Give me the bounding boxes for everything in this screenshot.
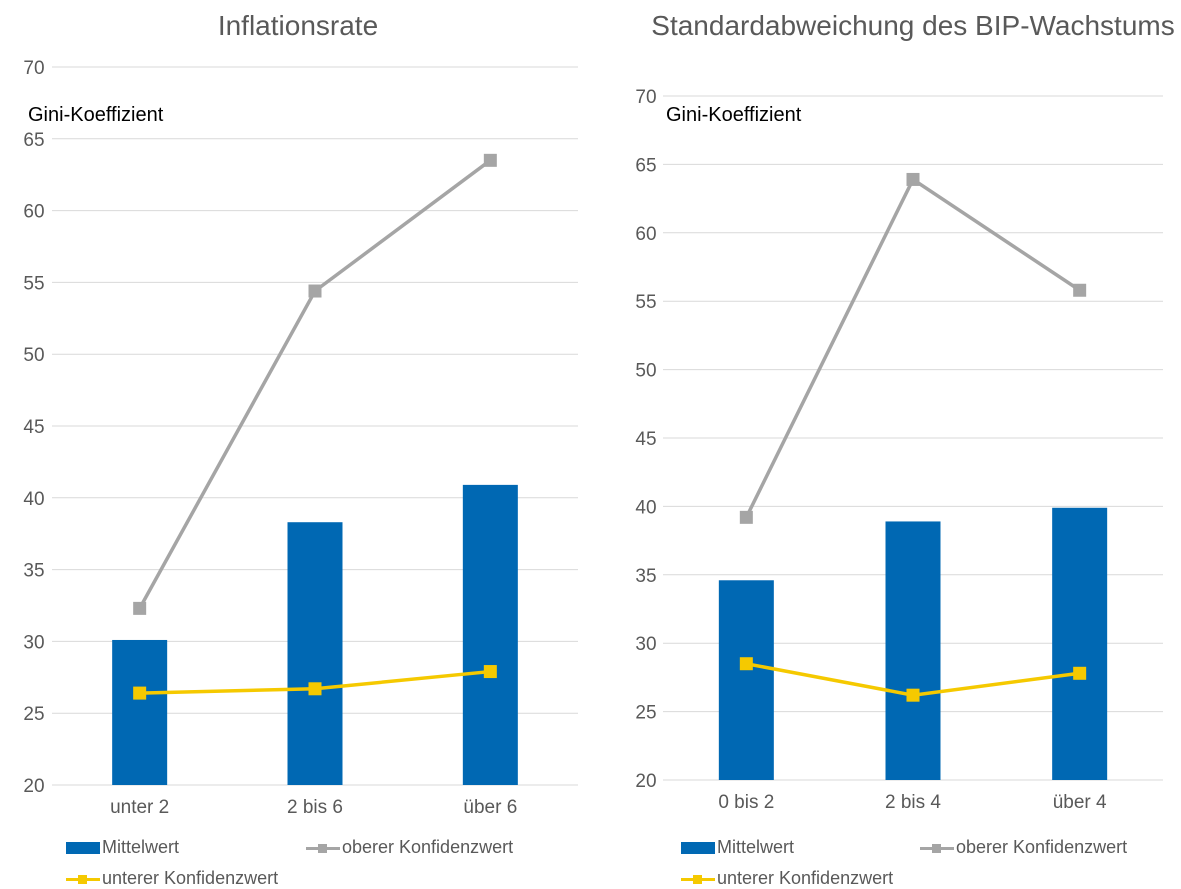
plot-area: 20 25 30 35 40 45 50 55 60 65 70 unter 2 2 bis 6 über… — [23, 58, 578, 818]
upper-confidence-point — [133, 601, 147, 615]
x-tick-label: unter 2 — [110, 797, 169, 818]
chart-panel-inflation: Inflationsrate Gini-Koeffizient 20 25 30 35… — [0, 0, 590, 888]
x-tick-label: 0 bis 2 — [718, 792, 774, 813]
lower-confidence-point — [483, 665, 497, 679]
bar — [112, 639, 168, 785]
upper-confidence-line — [744, 176, 1081, 519]
y-tick-label: 45 — [23, 417, 44, 438]
y-tick-label: 45 — [635, 429, 656, 450]
y-tick-label: 35 — [635, 566, 656, 587]
lower-confidence-point — [906, 688, 920, 702]
legend-item-mean: Mittelwert — [681, 836, 794, 858]
x-tick-label: über 6 — [463, 797, 517, 818]
legend-item-lower: unterer Konfidenzwert — [66, 867, 278, 889]
y-tick-label: 60 — [23, 202, 44, 223]
y-tick-label: 20 — [635, 771, 656, 792]
lower-confidence-point — [308, 682, 322, 696]
y-tick-label: 65 — [635, 155, 656, 176]
bar — [718, 580, 774, 780]
y-tick-label: 50 — [635, 361, 656, 382]
y-tick-label: 70 — [23, 58, 44, 79]
upper-confidence-point — [483, 153, 497, 167]
y-tick-label: 25 — [635, 703, 656, 724]
legend-swatch-upper — [920, 843, 954, 853]
x-tick-label: über 4 — [1053, 792, 1107, 813]
bar — [462, 484, 518, 785]
x-tick-label: 2 bis 4 — [885, 792, 941, 813]
chart-title: Standardabweichung des BIP-Wachstums — [651, 10, 1175, 41]
y-tick-label: 30 — [23, 632, 44, 653]
legend-swatch-mean — [66, 842, 100, 855]
lower-confidence-point — [1073, 666, 1087, 680]
y-tick-label: 70 — [635, 87, 656, 108]
y-tick-label: 35 — [23, 561, 44, 582]
y-tick-label: 55 — [635, 292, 656, 313]
legend-label-mean: Mittelwert — [717, 837, 795, 857]
chart-panel-gdp-growth-sd: Standardabweichung des BIP-Wachstums Gin… — [590, 0, 1181, 888]
legend-swatch-upper — [306, 843, 340, 853]
y-tick-label: 20 — [23, 776, 44, 797]
legend-swatch-lower — [681, 874, 715, 884]
legend-item-lower: unterer Konfidenzwert — [681, 867, 893, 889]
legend-label-upper: oberer Konfidenzwert — [342, 837, 514, 857]
upper-confidence-point — [906, 172, 920, 186]
chart-title: Inflationsrate — [217, 10, 379, 41]
y-tick-label: 50 — [23, 345, 44, 366]
y-tick-label: 55 — [23, 273, 44, 294]
y-tick-label: 25 — [23, 704, 44, 725]
y-tick-label: 60 — [635, 224, 656, 245]
legend-label-mean: Mittelwert — [102, 837, 180, 857]
legend-item-upper: oberer Konfidenzwert — [306, 836, 513, 858]
lower-confidence-point — [739, 657, 753, 671]
y-tick-label: 65 — [23, 130, 44, 151]
lower-confidence-point — [133, 686, 147, 700]
upper-confidence-point — [308, 284, 322, 298]
legend-item-mean: Mittelwert — [66, 836, 179, 858]
legend-swatch-lower — [66, 874, 100, 884]
y-tick-label: 30 — [635, 634, 656, 655]
y-tick-label: 40 — [23, 489, 44, 510]
upper-confidence-point — [739, 510, 753, 524]
legend-item-upper: oberer Konfidenzwert — [920, 836, 1127, 858]
legend-label-lower: unterer Konfidenzwert — [102, 868, 279, 888]
legend-swatch-mean — [681, 842, 715, 855]
legend-label-upper: oberer Konfidenzwert — [956, 837, 1128, 857]
y-tick-label: 40 — [635, 497, 656, 518]
y-axis-title: Gini-Koeffizient — [666, 104, 802, 126]
x-tick-label: 2 bis 6 — [287, 797, 343, 818]
bar — [1052, 507, 1108, 780]
legend-label-lower: unterer Konfidenzwert — [717, 868, 894, 888]
bar — [287, 522, 343, 785]
y-axis-title: Gini-Koeffizient — [28, 104, 164, 126]
bar — [885, 521, 941, 780]
plot-area: 20 25 30 35 40 45 50 55 60 65 70 0 bis 2 2 bis 4 über… — [635, 87, 1163, 813]
upper-confidence-point — [1073, 283, 1087, 297]
